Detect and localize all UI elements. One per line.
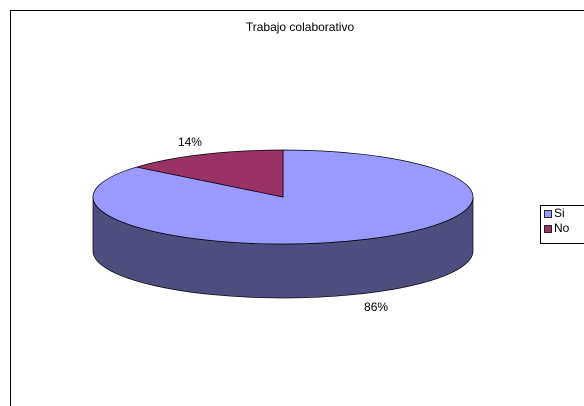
data-label: 14% bbox=[178, 135, 202, 149]
legend-label: Si bbox=[554, 206, 565, 220]
legend-swatch bbox=[544, 210, 552, 218]
pie-slice bbox=[136, 149, 284, 198]
data-label: 86% bbox=[364, 300, 388, 314]
chart-title: Trabajo colaborativo bbox=[246, 20, 355, 34]
legend-swatch bbox=[544, 225, 552, 233]
legend-label: No bbox=[554, 221, 570, 235]
